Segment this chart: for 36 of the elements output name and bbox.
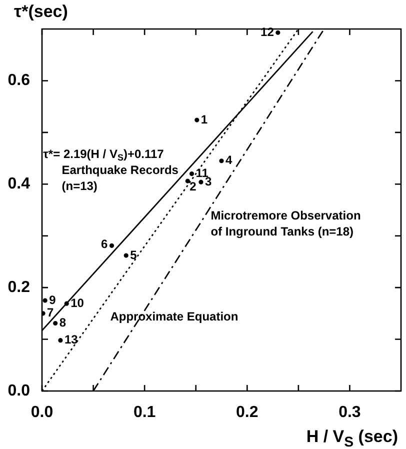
x-tick-label: 0.2 [236,404,258,422]
point [194,118,200,122]
annotation: 9 [49,292,56,307]
x-tick-label: 0.0 [30,404,54,422]
annotation: 10 [70,296,84,310]
point [124,253,128,258]
point [64,301,69,306]
annotation: 2 [190,179,197,194]
annotation: 7 [47,306,54,320]
annotation: 4 [226,153,232,168]
point [42,311,46,316]
point [276,30,280,35]
y-axis-title: τ*(sec) [14,2,68,22]
y-tick-label: 0.4 [8,176,30,193]
annotation: 13 [64,332,78,347]
point [109,243,114,248]
y-tick-label: 0.2 [8,278,30,296]
annotation: 8 [59,316,66,330]
y-tick-label: 0.6 [8,72,30,90]
annotation: Earthquake Records (n=13) [62,163,179,194]
point [189,172,194,176]
point [42,298,48,303]
annotation: 6 [101,236,108,251]
annotation: 5 [130,248,138,262]
y-tick-label: 0.0 [8,382,30,400]
point [185,178,190,184]
point [53,320,58,326]
point [219,158,224,164]
point [58,338,63,343]
annotation: Approximate Equation [110,310,238,324]
point [198,180,204,184]
annotation: 1 [200,112,208,126]
x-tick-label: 0.1 [133,404,156,422]
annotation: Microtremore Observation of Inground Tanks (n=18) [210,208,361,238]
x-axis-title: H / V$_{S}$ (sec) [306,427,398,449]
x-tick-label: 0.3 [338,404,361,422]
